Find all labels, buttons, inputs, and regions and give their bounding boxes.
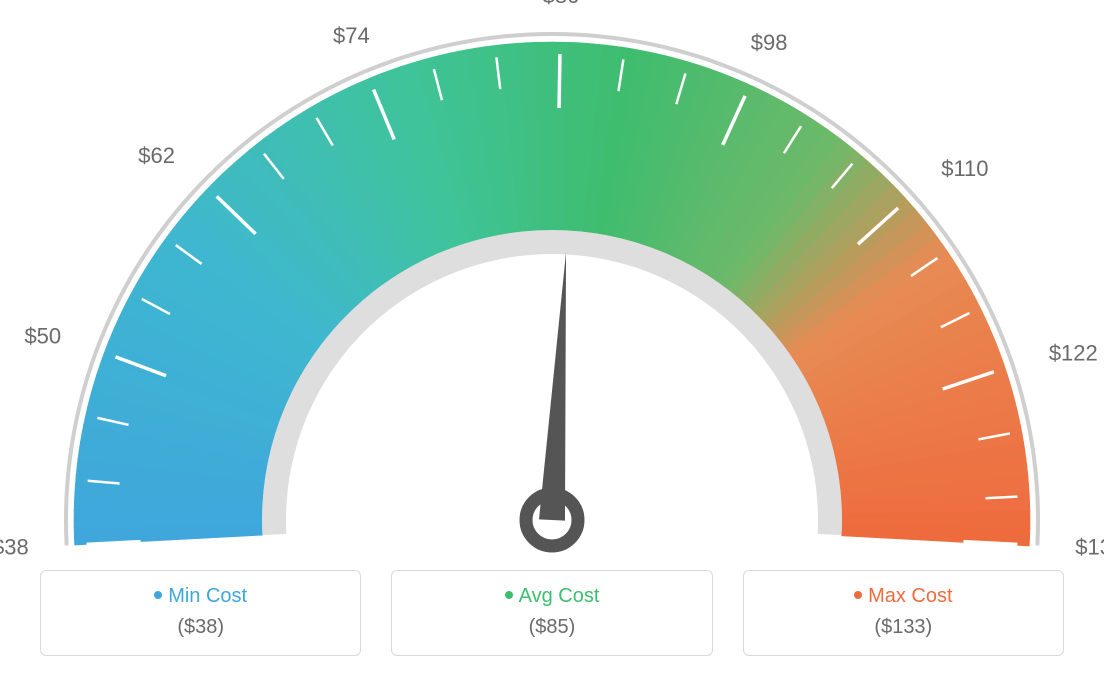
legend-avg-value: ($85) (392, 616, 711, 639)
dot-icon (854, 591, 862, 599)
cost-gauge: $38 $50 $62 $74 $86 $98 $110 $122 $133 (0, 0, 1104, 560)
gauge-tick-label: $74 (333, 23, 370, 48)
legend-max-value: ($133) (744, 616, 1063, 639)
legend-min-value: ($38) (41, 616, 360, 639)
gauge-tick-label: $110 (941, 156, 988, 181)
gauge-tick-label: $133 (1075, 534, 1104, 559)
gauge-tick-label: $62 (138, 143, 175, 168)
legend-row: Min Cost ($38) Avg Cost ($85) Max Cost (… (0, 570, 1104, 656)
gauge-tick-label: $86 (543, 0, 580, 8)
legend-card-max: Max Cost ($133) (743, 570, 1064, 656)
gauge-tick-label: $50 (24, 324, 61, 349)
dot-icon (505, 591, 513, 599)
gauge-tick-label: $98 (751, 30, 788, 55)
legend-avg-label: Avg Cost (392, 585, 711, 608)
gauge-needle (539, 252, 566, 520)
legend-min-label: Min Cost (41, 585, 360, 608)
legend-max-label: Max Cost (744, 585, 1063, 608)
gauge-tick-label: $122 (1049, 340, 1098, 365)
dot-icon (154, 591, 162, 599)
legend-card-avg: Avg Cost ($85) (391, 570, 712, 656)
legend-card-min: Min Cost ($38) (40, 570, 361, 656)
gauge-tick (559, 54, 560, 108)
gauge-tick (985, 497, 1017, 499)
gauge-tick-label: $38 (0, 534, 29, 559)
